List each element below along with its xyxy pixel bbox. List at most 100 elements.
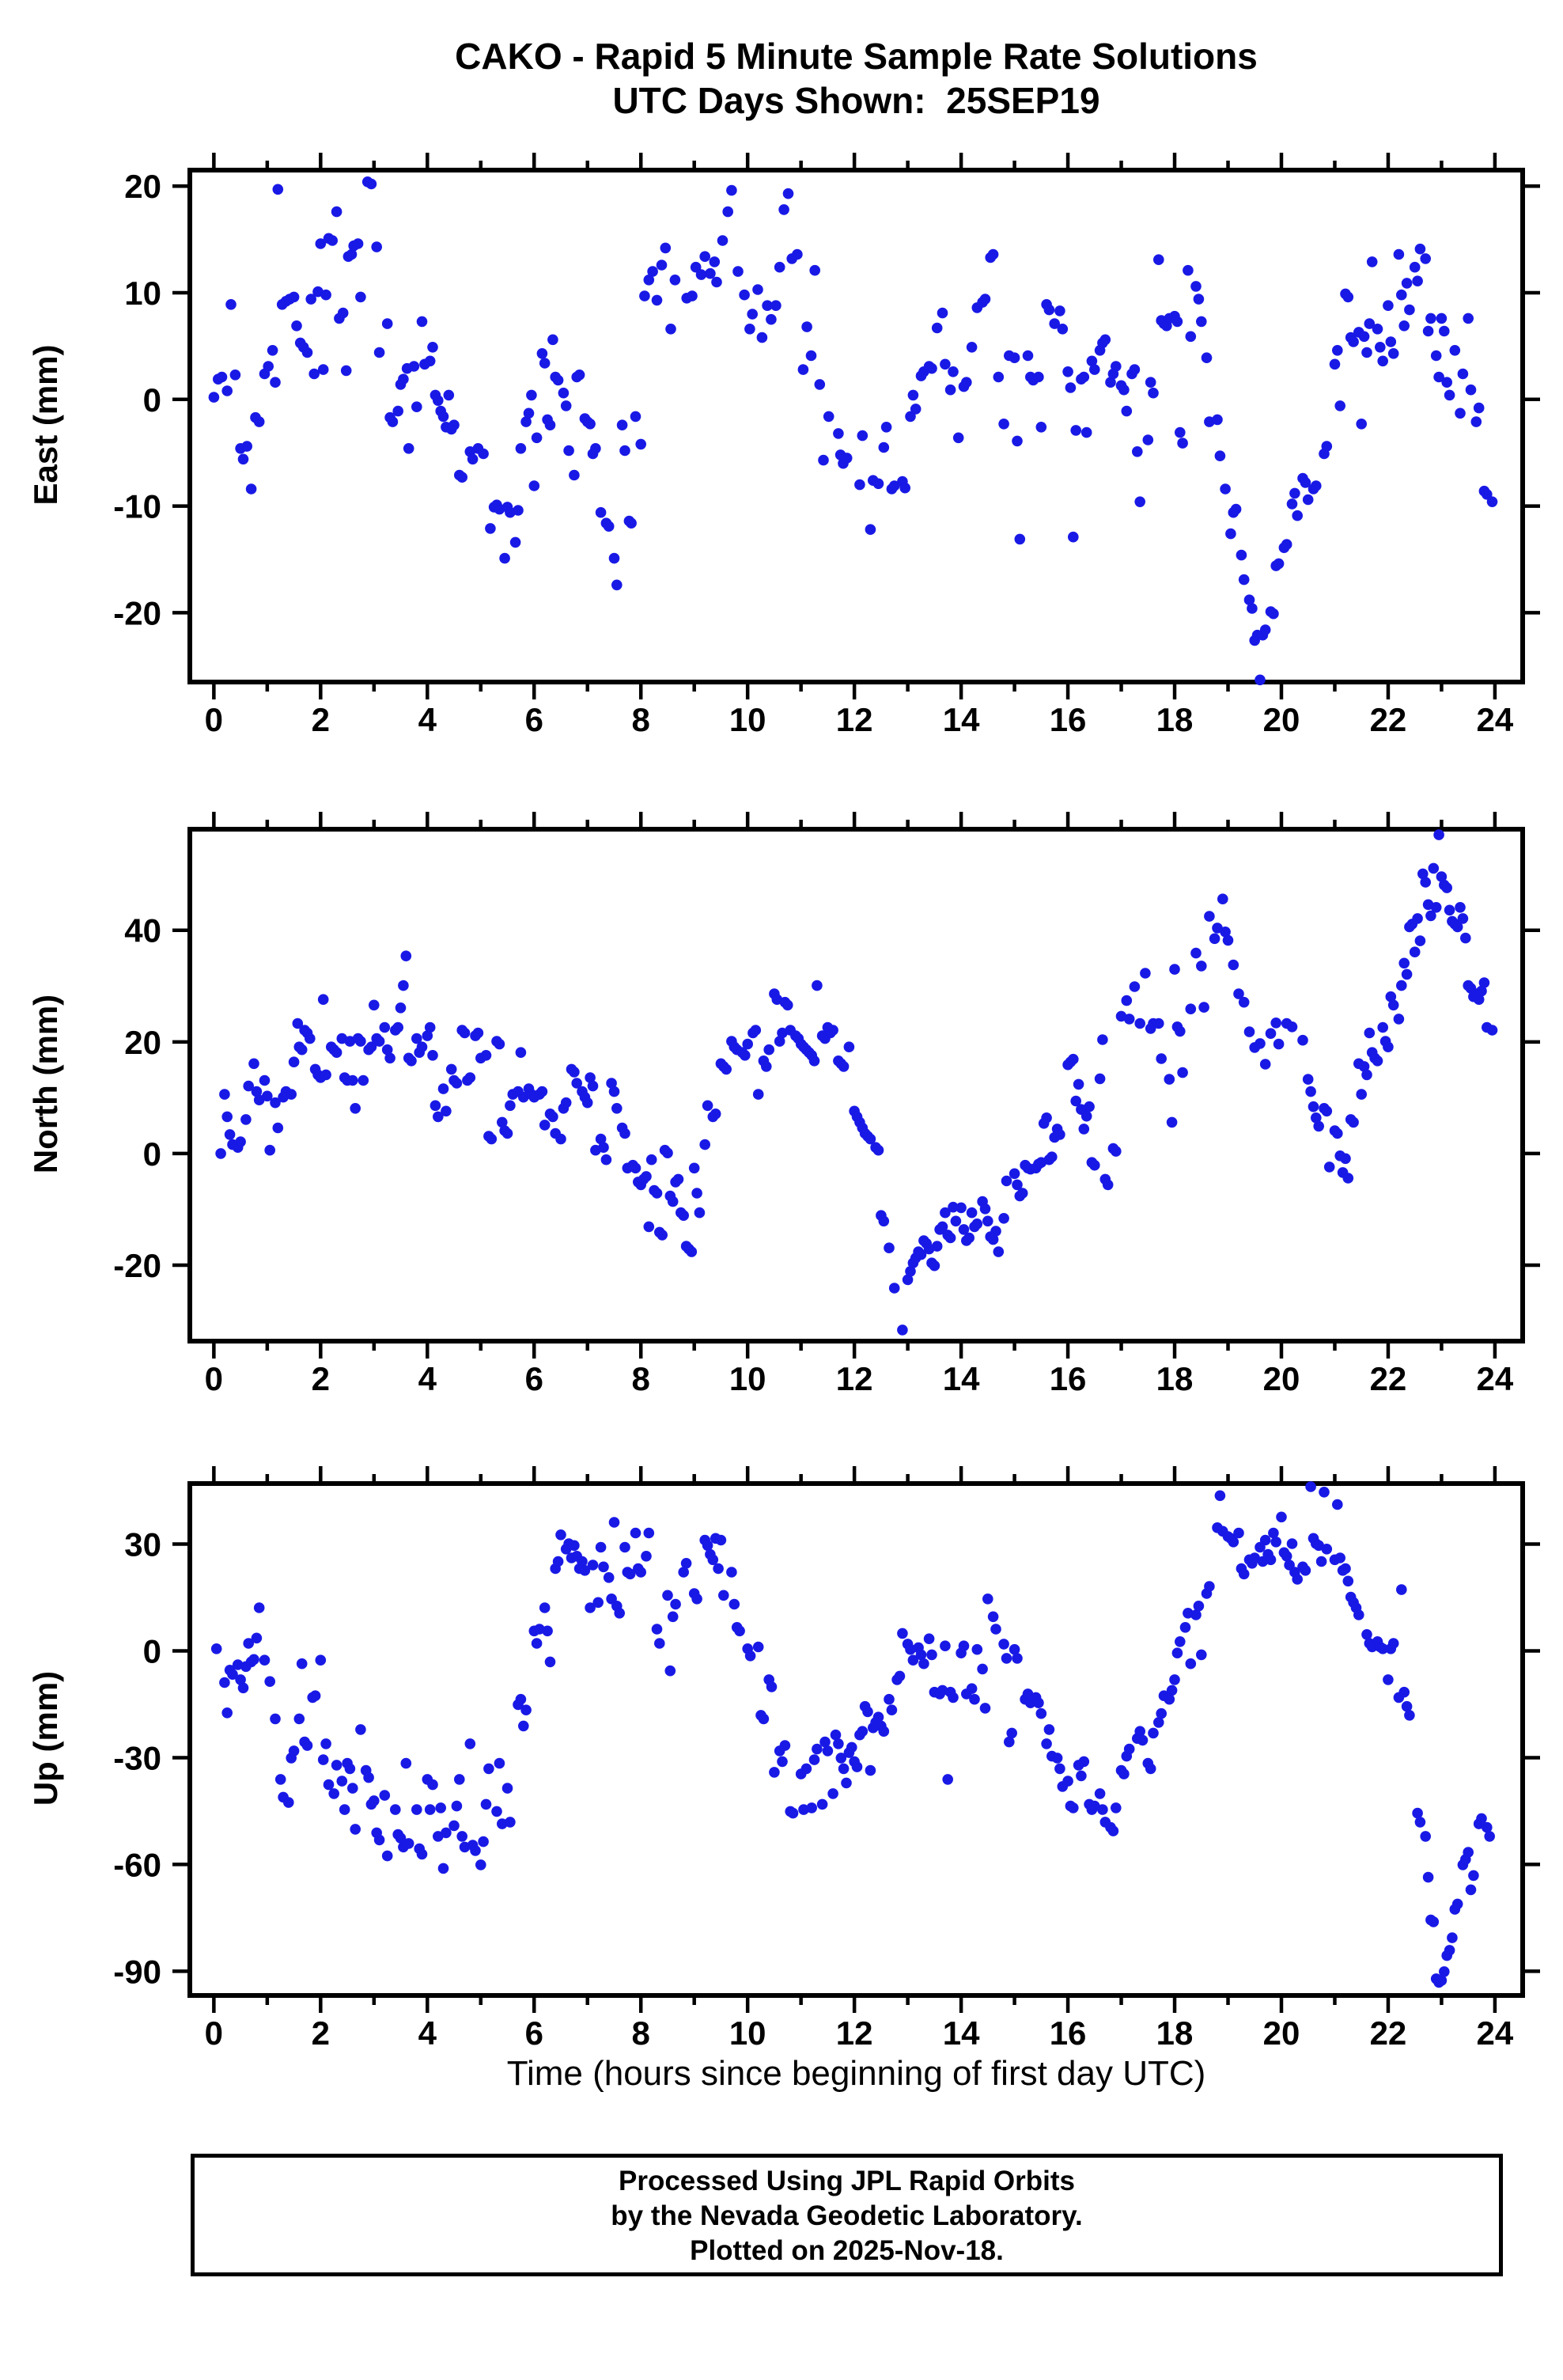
north-point [1041, 1112, 1052, 1124]
north-point [331, 1047, 342, 1058]
east-point [1171, 316, 1183, 328]
up-point [552, 1556, 564, 1567]
north-point [400, 950, 412, 961]
north-point [305, 1033, 316, 1044]
east-point [603, 521, 615, 532]
up-point [1420, 1831, 1431, 1842]
up-point [1465, 1884, 1477, 1896]
north-point [1340, 1153, 1351, 1165]
east-point [722, 206, 733, 218]
east-point [872, 478, 884, 490]
east-xtick-label: 0 [205, 701, 223, 738]
east-point [1148, 387, 1159, 399]
north-point [251, 1086, 263, 1097]
up-point [1482, 1821, 1493, 1833]
east-point [782, 188, 794, 199]
east-point [1043, 304, 1055, 316]
east-point [1414, 243, 1426, 255]
up-xtick-label: 10 [729, 2014, 766, 2052]
up-point [411, 1804, 422, 1815]
east-point [485, 523, 496, 534]
up-point [363, 1772, 374, 1783]
east-point [1212, 414, 1223, 426]
east-xtick-label: 22 [1370, 701, 1407, 738]
east-point [308, 368, 320, 380]
east-ytick-label: -10 [113, 488, 161, 525]
up-point [579, 1565, 591, 1576]
east-ytick-label: 0 [143, 381, 161, 419]
east-point [1465, 384, 1477, 396]
east-point [381, 318, 393, 329]
up-point [483, 1763, 494, 1775]
east-point [1273, 558, 1285, 570]
up-point [1396, 1584, 1407, 1595]
north-point [1009, 1168, 1020, 1180]
up-point [1321, 1544, 1333, 1555]
up-point [680, 1558, 692, 1569]
east-point [263, 361, 274, 372]
up-point [1009, 1643, 1020, 1655]
east-point [509, 536, 521, 548]
east-point [352, 238, 364, 249]
east-point [639, 290, 650, 301]
up-point [293, 1713, 305, 1725]
north-point [878, 1215, 890, 1227]
east-point [301, 347, 313, 358]
up-point [219, 1677, 230, 1688]
up-point [416, 1848, 428, 1860]
east-point [531, 432, 543, 444]
east-point [225, 299, 237, 310]
east-point [403, 443, 414, 454]
east-xtick-label: 10 [729, 701, 766, 738]
north-point [667, 1196, 679, 1207]
up-point [441, 1827, 452, 1839]
north-point [1311, 1112, 1322, 1124]
up-xtick-label: 2 [312, 2014, 330, 2052]
east-point [1486, 496, 1498, 507]
east-point [1089, 364, 1100, 375]
north-point [1169, 964, 1180, 975]
east-point [408, 361, 420, 372]
north-point [1164, 1074, 1175, 1085]
east-point [665, 324, 676, 335]
up-point [787, 1807, 799, 1819]
up-point [603, 1572, 615, 1583]
up-point [1233, 1527, 1244, 1539]
east-point [1422, 325, 1434, 337]
north-point [288, 1056, 300, 1067]
east-point [744, 324, 755, 335]
east-point [552, 374, 564, 386]
up-xtick-label: 0 [205, 2014, 223, 2052]
up-point [379, 1790, 391, 1801]
up-point [977, 1663, 988, 1675]
up-point [424, 1804, 436, 1815]
up-point [641, 1551, 652, 1562]
east-point [392, 405, 404, 417]
up-point [587, 1560, 599, 1571]
up-point [1033, 1697, 1044, 1708]
processing-note-line-2: by the Nevada Geodetic Laboratory. [611, 2200, 1083, 2231]
east-point [237, 453, 249, 465]
up-point [886, 1704, 898, 1715]
up-point [480, 1798, 492, 1810]
north-point [1348, 1116, 1359, 1128]
north-point [1153, 1018, 1164, 1029]
east-point [660, 242, 672, 254]
east-point [619, 445, 630, 457]
east-point [1121, 405, 1133, 417]
east-point [1329, 358, 1341, 370]
east-point [907, 389, 919, 401]
east-point [762, 300, 773, 312]
east-point [752, 284, 763, 295]
east-point [792, 248, 803, 260]
up-point [1439, 1966, 1450, 1977]
north-point [215, 1148, 226, 1159]
north-point [264, 1144, 276, 1156]
up-point [1422, 1871, 1434, 1883]
up-point [454, 1774, 465, 1785]
up-point [1183, 1608, 1194, 1619]
north-point [1115, 1010, 1127, 1022]
up-point [715, 1534, 727, 1546]
north-point [752, 1089, 764, 1100]
